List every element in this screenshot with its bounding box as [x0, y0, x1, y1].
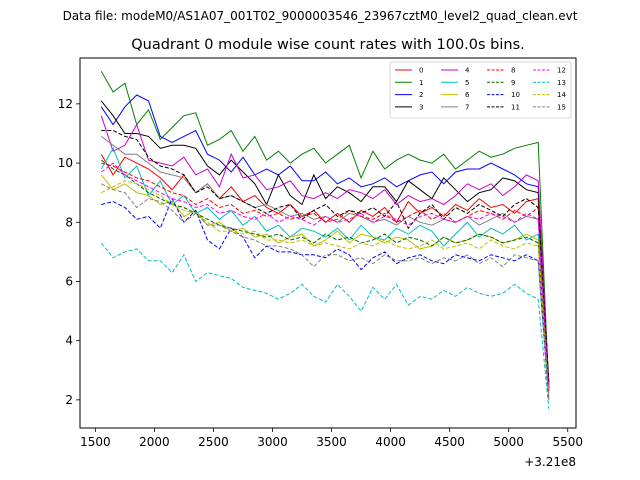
series-line-10: [101, 197, 550, 400]
y-axis: 2 4 6 8 10 12: [58, 97, 80, 407]
chart-title: Quadrant 0 module wise count rates with …: [131, 37, 525, 53]
x-tick-label: 5500: [552, 435, 583, 449]
x-tick-label: 3000: [257, 435, 288, 449]
suptitle: Data file: modeM0/AS1A07_001T02_90000035…: [63, 9, 578, 23]
legend-label-11: 11: [511, 103, 520, 111]
legend-label-12: 12: [557, 67, 566, 75]
series-line-1: [100, 71, 550, 392]
series-line-12: [100, 162, 550, 392]
legend-label-0: 0: [419, 67, 423, 75]
legend-label-2: 2: [419, 91, 423, 99]
series-line-7: [100, 136, 550, 392]
x-tick-label: 1500: [80, 435, 111, 449]
y-tick-label: 6: [65, 274, 73, 288]
legend-label-7: 7: [465, 103, 469, 111]
series-line-11: [101, 130, 550, 383]
legend-label-15: 15: [557, 103, 566, 111]
x-axis: 1500 2000 2500 3000 3500 4000 4500 5000 5500: [80, 428, 583, 449]
y-tick-label: 12: [58, 97, 73, 111]
legend-label-3: 3: [419, 103, 423, 111]
series-line-14: [101, 180, 550, 397]
y-tick-label: 2: [65, 393, 73, 407]
y-tick-label: 10: [58, 156, 73, 170]
x-tick-label: 3500: [316, 435, 347, 449]
series-line-3: [100, 100, 550, 383]
legend-label-5: 5: [465, 79, 469, 87]
series-line-15: [101, 183, 550, 400]
series-line-5: [100, 147, 550, 400]
plot-frame: [79, 57, 577, 429]
legend-label-4: 4: [465, 67, 470, 75]
x-tick-label: 4500: [434, 435, 465, 449]
series-line-2: [100, 94, 550, 389]
x-offset-label: +3.21e8: [524, 455, 576, 469]
legend-label-1: 1: [419, 79, 423, 87]
x-tick-label: 5000: [493, 435, 524, 449]
series-lines: [100, 71, 550, 409]
legend-label-8: 8: [511, 67, 515, 75]
legend-label-10: 10: [511, 91, 520, 99]
series-line-13: [100, 242, 550, 409]
x-tick-label: 2000: [139, 435, 170, 449]
legend-box: [389, 61, 572, 119]
legend-label-13: 13: [557, 79, 566, 87]
legend-label-14: 14: [557, 91, 566, 99]
y-tick-label: 4: [65, 334, 73, 348]
legend-label-9: 9: [511, 79, 515, 87]
x-tick-label: 4000: [375, 435, 406, 449]
series-line-9: [100, 159, 550, 395]
legend-label-6: 6: [465, 91, 470, 99]
x-tick-label: 2500: [198, 435, 229, 449]
y-tick-label: 8: [65, 215, 73, 229]
series-line-8: [101, 162, 550, 389]
series-line-4: [100, 115, 550, 389]
